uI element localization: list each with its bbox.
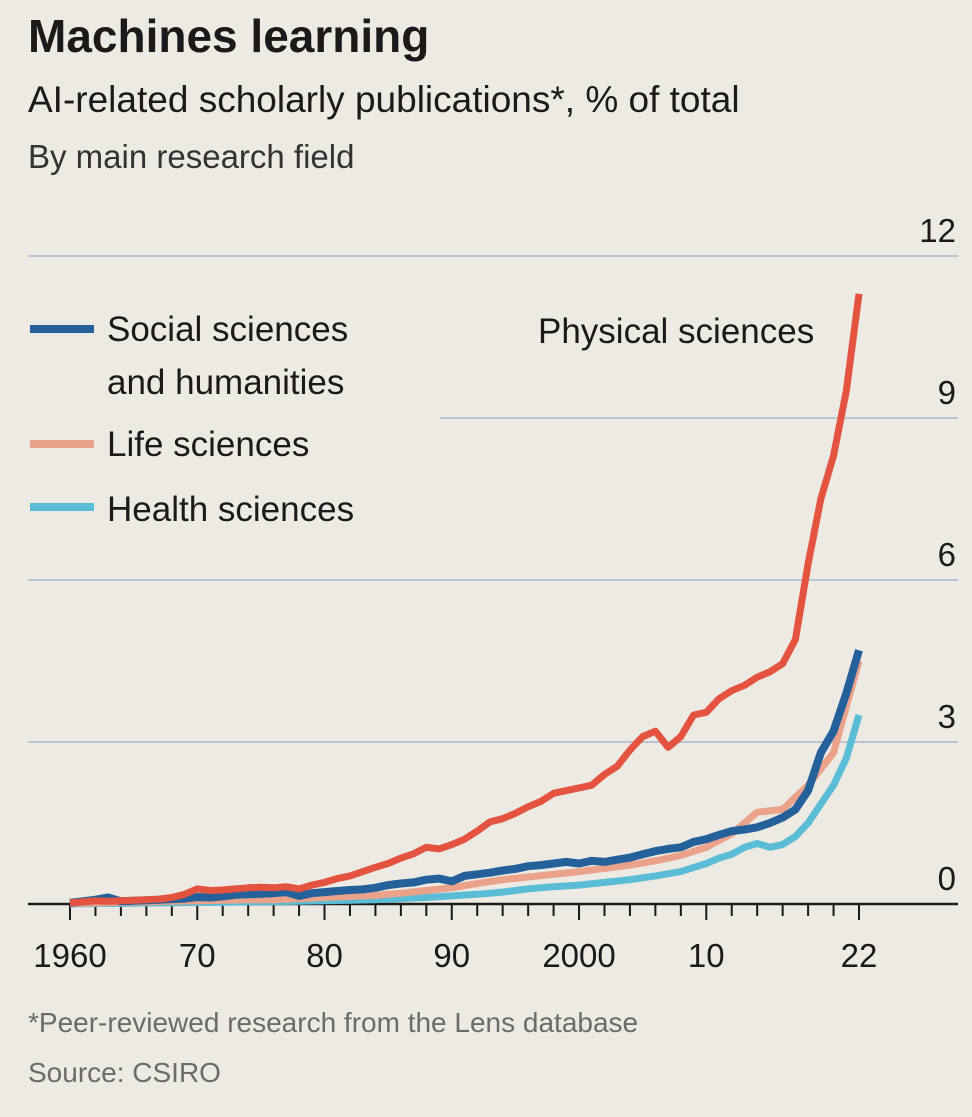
y-tick-label-3: 3 <box>938 698 956 735</box>
chart-subsubtitle: By main research field <box>28 138 354 175</box>
x-tick-label-22: 22 <box>841 937 878 974</box>
legend: Social sciences and humanities Life scienc… <box>30 310 354 529</box>
series-group <box>69 293 863 908</box>
y-tick-label-12: 12 <box>919 212 956 249</box>
series-line-life-sciences <box>69 660 863 907</box>
annotation-physical-sciences: Physical sciences <box>538 312 814 351</box>
legend-label-life-sciences-1: Life sciences <box>107 425 309 464</box>
series-line-physical-sciences <box>69 293 863 907</box>
x-tick-label-2000: 2000 <box>542 937 615 974</box>
x-tick-label-1960: 1960 <box>33 937 106 974</box>
chart-subtitle: AI-related scholarly publications*, % of… <box>28 79 740 120</box>
source: Source: CSIRO <box>28 1057 221 1088</box>
footnote: *Peer-reviewed research from the Lens da… <box>28 1007 638 1038</box>
x-tick-label-90: 90 <box>433 937 470 974</box>
legend-label-social-sciences-and-humanities-2: and humanities <box>107 363 344 402</box>
y-tick-label-9: 9 <box>938 374 956 411</box>
y-tick-label-0: 0 <box>938 860 956 897</box>
series-line-social-sciences-and-humanities <box>69 649 863 907</box>
y-tick-label-6: 6 <box>938 536 956 573</box>
chart-title: Machines learning <box>28 10 429 62</box>
x-tick-label-80: 80 <box>306 937 343 974</box>
legend-label-health-sciences-1: Health sciences <box>107 490 354 529</box>
y-axis-labels: 0 3 6 9 12 <box>919 212 956 897</box>
x-tick-label-10: 10 <box>688 937 725 974</box>
legend-label-social-sciences-and-humanities-1: Social sciences <box>107 310 348 349</box>
x-axis: 1960 70 80 90 2000 10 22 <box>28 902 958 974</box>
x-tick-label-70: 70 <box>179 937 216 974</box>
